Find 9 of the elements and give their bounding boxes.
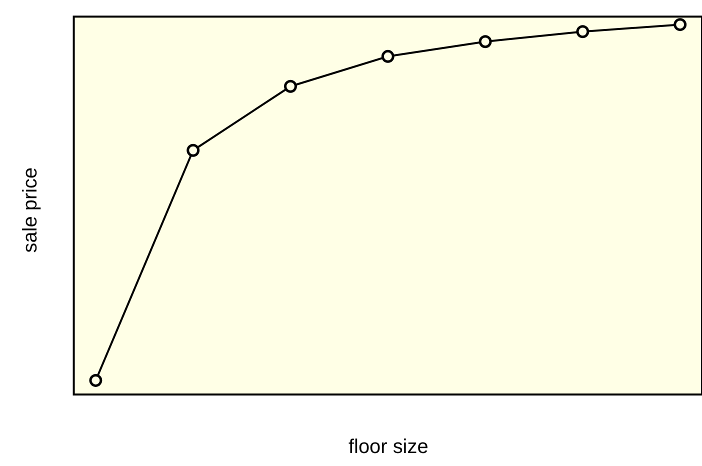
point bbox=[284, 80, 297, 93]
point bbox=[478, 35, 492, 48]
point bbox=[674, 18, 687, 32]
point bbox=[381, 50, 394, 63]
point bbox=[89, 374, 102, 387]
x-axis-title: floor size bbox=[348, 436, 428, 458]
point bbox=[576, 25, 590, 38]
point bbox=[186, 144, 200, 157]
y-axis-title: sale price bbox=[19, 167, 42, 253]
